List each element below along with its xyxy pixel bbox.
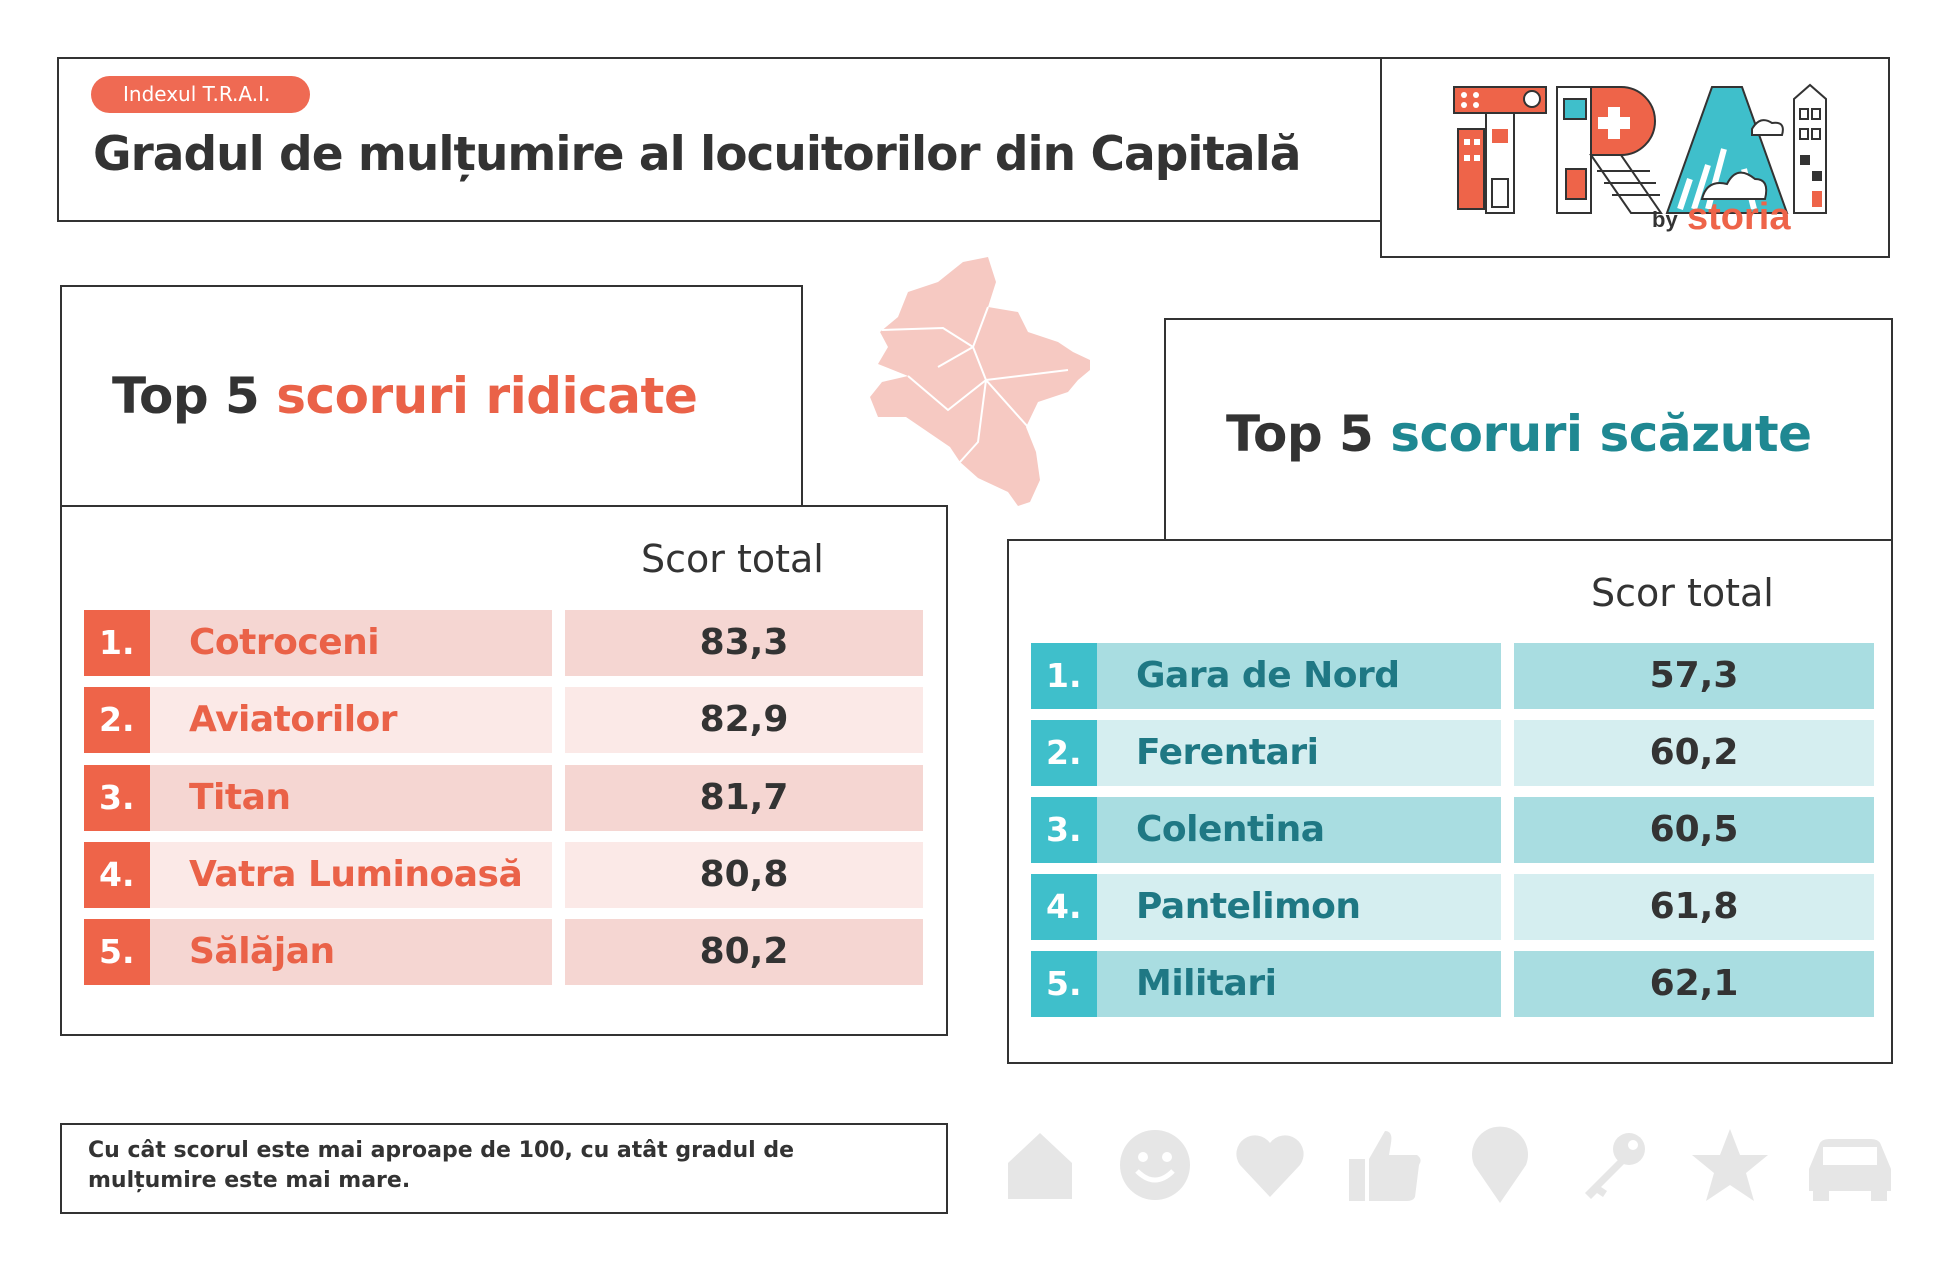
- logo-panel: by storia: [1380, 57, 1890, 258]
- column-header-score: Scor total: [641, 537, 824, 581]
- top-high-table: Scor total 1. Cotroceni 83,3 2. Aviatori…: [60, 505, 948, 1036]
- header-panel: Indexul T.R.A.I. Gradul de mulțumire al …: [57, 57, 1382, 222]
- neighborhood-name: Ferentari: [1097, 720, 1501, 786]
- score-value: 62,1: [1514, 951, 1874, 1017]
- rank-label: 5.: [84, 919, 150, 985]
- neighborhood-name: Gara de Nord: [1097, 643, 1501, 709]
- score-value: 82,9: [565, 687, 923, 753]
- rank-label: 4.: [1031, 874, 1097, 940]
- heading-highlight: scoruri scăzute: [1390, 405, 1812, 463]
- rank-label: 4.: [84, 842, 150, 908]
- logo-letter-i: [1793, 83, 1827, 214]
- car-icon: [1809, 1139, 1891, 1201]
- thumbs-up-icon: [1349, 1131, 1421, 1201]
- logo-letter-r: [1556, 86, 1663, 214]
- heart-icon: [1236, 1135, 1304, 1197]
- top-low-table: Scor total 1. Gara de Nord 57,3 2. Feren…: [1007, 539, 1893, 1064]
- score-value: 80,2: [565, 919, 923, 985]
- rank-label: 2.: [84, 687, 150, 753]
- trai-logo: by storia: [1453, 83, 1827, 238]
- rank-label: 3.: [84, 765, 150, 831]
- heading-prefix: Top 5: [1226, 405, 1374, 463]
- footnote: Cu cât scorul este mai aproape de 100, c…: [60, 1123, 948, 1214]
- rank-label: 1.: [1031, 643, 1097, 709]
- top-low-heading: Top 5 scoruri scăzute: [1226, 405, 1812, 463]
- icon-row: [1000, 1125, 1895, 1205]
- neighborhood-name: Titan: [150, 765, 552, 831]
- neighborhood-name: Vatra Luminoasă: [150, 842, 552, 908]
- top-high-heading-panel: Top 5 scoruri ridicate: [60, 285, 803, 507]
- smiley-icon: [1120, 1130, 1190, 1200]
- neighborhood-name: Pantelimon: [1097, 874, 1501, 940]
- home-icon: [1008, 1133, 1072, 1199]
- top-low-heading-panel: Top 5 scoruri scăzute: [1164, 318, 1893, 541]
- rank-label: 1.: [84, 610, 150, 676]
- bucharest-map: [870, 257, 1090, 506]
- logo-letter-t: [1453, 86, 1547, 214]
- logo-brand: storia: [1687, 196, 1791, 238]
- neighborhood-name: Aviatorilor: [150, 687, 552, 753]
- neighborhood-name: Colentina: [1097, 797, 1501, 863]
- map-pin-icon: [1472, 1126, 1528, 1203]
- neighborhood-name: Sălăjan: [150, 919, 552, 985]
- neighborhood-name: Cotroceni: [150, 610, 552, 676]
- top-high-heading: Top 5 scoruri ridicate: [112, 367, 698, 425]
- score-value: 61,8: [1514, 874, 1874, 940]
- rank-label: 3.: [1031, 797, 1097, 863]
- column-header-score: Scor total: [1591, 571, 1774, 615]
- rank-label: 5.: [1031, 951, 1097, 1017]
- score-value: 57,3: [1514, 643, 1874, 709]
- heading-prefix: Top 5: [112, 367, 260, 425]
- score-value: 60,5: [1514, 797, 1874, 863]
- key-icon: [1585, 1133, 1645, 1199]
- score-value: 60,2: [1514, 720, 1874, 786]
- logo-by: by: [1652, 207, 1678, 232]
- score-value: 81,7: [565, 765, 923, 831]
- rank-label: 2.: [1031, 720, 1097, 786]
- index-badge: Indexul T.R.A.I.: [91, 76, 311, 113]
- neighborhood-name: Militari: [1097, 951, 1501, 1017]
- page-title: Gradul de mulțumire al locuitorilor din …: [93, 127, 1301, 182]
- star-icon: [1692, 1129, 1768, 1201]
- score-value: 80,8: [565, 842, 923, 908]
- score-value: 83,3: [565, 610, 923, 676]
- heading-highlight: scoruri ridicate: [276, 367, 698, 425]
- logo-letter-a: [1665, 86, 1789, 214]
